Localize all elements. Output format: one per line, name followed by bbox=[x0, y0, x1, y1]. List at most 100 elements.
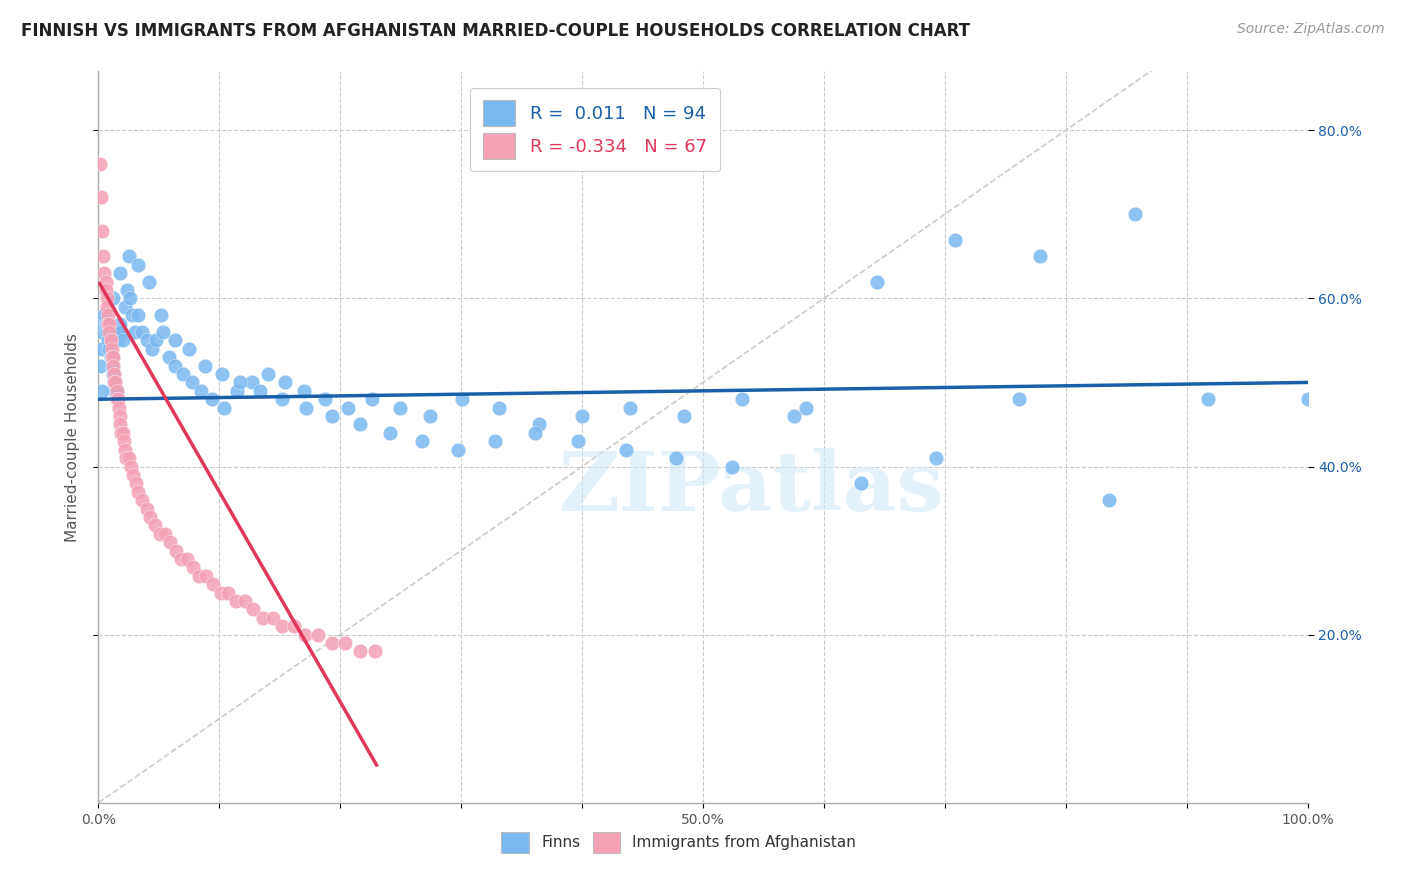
Point bbox=[100, 334, 122, 348]
Point bbox=[101, 350, 124, 364]
Point bbox=[104, 376, 127, 390]
Point bbox=[100, 359, 122, 373]
Point bbox=[308, 627, 330, 641]
Point bbox=[124, 325, 146, 339]
Point bbox=[149, 526, 172, 541]
Point bbox=[138, 275, 160, 289]
Point bbox=[249, 384, 271, 398]
Point bbox=[110, 425, 132, 440]
Point bbox=[252, 611, 274, 625]
Point bbox=[139, 510, 162, 524]
Text: ZIPatlas: ZIPatlas bbox=[558, 449, 943, 528]
Point bbox=[105, 392, 128, 407]
Point bbox=[294, 627, 316, 641]
Point bbox=[169, 552, 191, 566]
Point bbox=[364, 644, 387, 658]
Point bbox=[1123, 207, 1146, 221]
Point bbox=[731, 392, 754, 407]
Point bbox=[105, 384, 128, 398]
Point bbox=[100, 350, 122, 364]
Point bbox=[131, 493, 153, 508]
Point bbox=[1296, 392, 1319, 407]
Point bbox=[209, 585, 232, 599]
Point bbox=[127, 258, 149, 272]
Point bbox=[176, 552, 198, 566]
Point bbox=[571, 409, 593, 423]
Point bbox=[527, 417, 550, 432]
Point bbox=[614, 442, 637, 457]
Point bbox=[378, 425, 401, 440]
Point bbox=[108, 401, 131, 415]
Point bbox=[157, 350, 180, 364]
Point bbox=[120, 459, 142, 474]
Point bbox=[262, 611, 284, 625]
Point bbox=[212, 401, 235, 415]
Point bbox=[97, 334, 120, 348]
Point bbox=[211, 367, 233, 381]
Point bbox=[107, 334, 129, 348]
Point bbox=[217, 585, 239, 599]
Point bbox=[411, 434, 433, 449]
Legend: Finns, Immigrants from Afghanistan: Finns, Immigrants from Afghanistan bbox=[494, 824, 863, 861]
Point bbox=[91, 224, 114, 238]
Point bbox=[165, 543, 187, 558]
Point bbox=[225, 594, 247, 608]
Point bbox=[122, 467, 145, 482]
Point bbox=[101, 359, 124, 373]
Point bbox=[273, 376, 295, 390]
Point bbox=[321, 409, 343, 423]
Point bbox=[125, 476, 148, 491]
Point bbox=[118, 291, 141, 305]
Y-axis label: Married-couple Households: Married-couple Households bbox=[65, 333, 80, 541]
Point bbox=[233, 594, 256, 608]
Point bbox=[100, 334, 122, 348]
Point bbox=[131, 325, 153, 339]
Point bbox=[101, 367, 124, 381]
Point bbox=[256, 367, 278, 381]
Point bbox=[360, 392, 382, 407]
Point bbox=[187, 569, 209, 583]
Point bbox=[567, 434, 589, 449]
Point bbox=[114, 442, 136, 457]
Point bbox=[1098, 493, 1121, 508]
Point bbox=[91, 317, 114, 331]
Point bbox=[143, 518, 166, 533]
Point bbox=[283, 619, 305, 633]
Point bbox=[100, 350, 122, 364]
Point bbox=[115, 451, 138, 466]
Point bbox=[135, 334, 157, 348]
Point bbox=[349, 644, 371, 658]
Point bbox=[103, 367, 125, 381]
Point bbox=[336, 401, 359, 415]
Point bbox=[163, 334, 186, 348]
Point bbox=[152, 325, 174, 339]
Point bbox=[523, 425, 546, 440]
Point bbox=[925, 451, 948, 466]
Point bbox=[1007, 392, 1029, 407]
Point bbox=[93, 308, 115, 322]
Point bbox=[98, 325, 121, 339]
Point bbox=[141, 342, 163, 356]
Point bbox=[118, 451, 141, 466]
Point bbox=[97, 308, 120, 322]
Point bbox=[91, 384, 114, 398]
Point bbox=[179, 342, 201, 356]
Point bbox=[108, 409, 131, 423]
Point bbox=[1029, 249, 1052, 263]
Point bbox=[108, 266, 131, 280]
Point bbox=[108, 417, 131, 432]
Point bbox=[108, 325, 131, 339]
Point bbox=[488, 401, 510, 415]
Point bbox=[98, 317, 121, 331]
Point bbox=[295, 401, 318, 415]
Point bbox=[172, 367, 194, 381]
Text: FINNISH VS IMMIGRANTS FROM AFGHANISTAN MARRIED-COUPLE HOUSEHOLDS CORRELATION CHA: FINNISH VS IMMIGRANTS FROM AFGHANISTAN M… bbox=[21, 22, 970, 40]
Point bbox=[103, 376, 125, 390]
Point bbox=[110, 325, 132, 339]
Point bbox=[271, 619, 294, 633]
Point bbox=[451, 392, 474, 407]
Point bbox=[112, 434, 135, 449]
Point bbox=[229, 376, 252, 390]
Point bbox=[782, 409, 804, 423]
Point bbox=[321, 636, 343, 650]
